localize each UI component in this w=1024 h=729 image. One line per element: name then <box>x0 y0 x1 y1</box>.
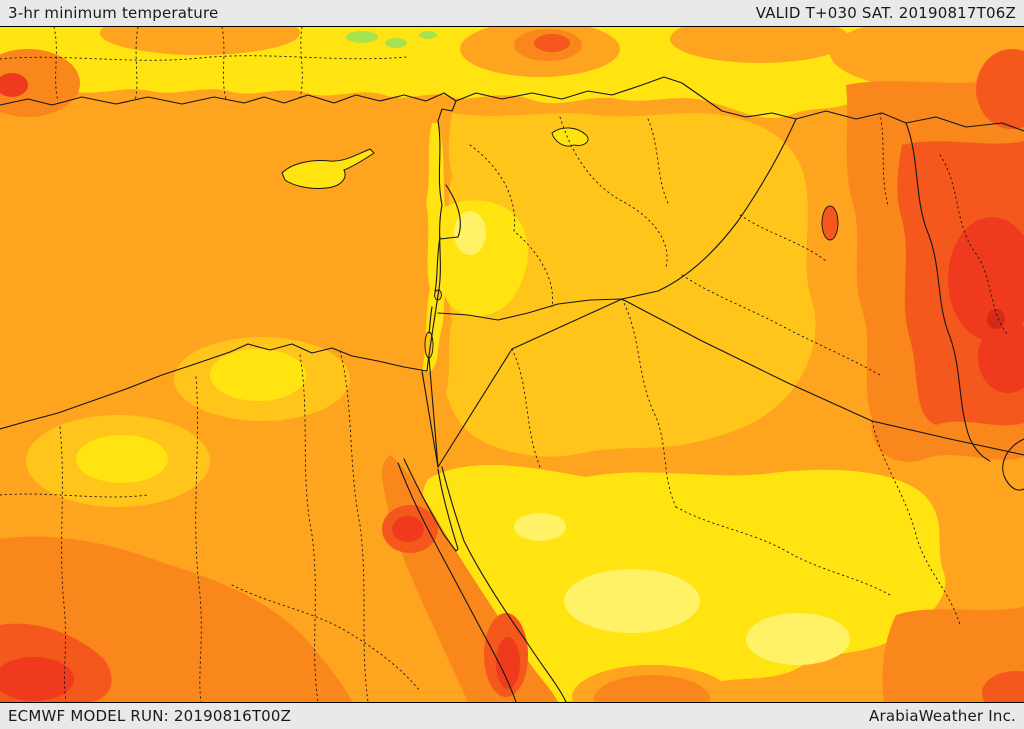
red-sea-african-coast <box>397 462 517 702</box>
valid-time-label: VALID T+030 SAT. 20190817T06Z <box>755 4 1016 22</box>
syria-jordan-border <box>437 298 623 321</box>
model-run-label: ECMWF MODEL RUN: 20190816T00Z <box>8 707 292 725</box>
admin-borders-dotted <box>0 27 1009 702</box>
map-frame <box>0 26 1024 703</box>
temperature-field-green-specks <box>346 31 437 48</box>
weather-map <box>0 27 1024 702</box>
iraq-iran-border <box>905 122 991 462</box>
jordan-valley-border <box>428 236 441 468</box>
attribution-label: ArabiaWeather Inc. <box>869 707 1016 725</box>
gulf-of-suez-coast <box>403 458 457 552</box>
israel-egypt-border <box>421 370 439 468</box>
cyprus-island <box>281 148 375 189</box>
lake-tharthar <box>821 205 839 241</box>
mediterranean-coastline <box>0 92 457 430</box>
red-sea-arabian-coast <box>441 466 567 702</box>
temperature-field-dark-red <box>987 309 1005 329</box>
persian-gulf-coast <box>1002 438 1024 491</box>
footer-bar: ECMWF MODEL RUN: 20190816T00Z ArabiaWeat… <box>0 703 1024 729</box>
lake-assad <box>551 127 589 147</box>
iraq-saudi-border <box>621 298 1024 456</box>
gulf-of-aqaba-west-coast <box>437 468 459 552</box>
lakes-layer <box>424 127 839 359</box>
map-title: 3-hr minimum temperature <box>8 4 219 22</box>
header-bar: 3-hr minimum temperature VALID T+030 SAT… <box>0 0 1024 26</box>
turkey-southern-border <box>455 76 1024 132</box>
country-borders <box>0 76 1024 702</box>
lebanon-syria-border <box>439 184 461 240</box>
temperature-field-pale-yellow <box>454 211 850 665</box>
syria-iraq-border <box>621 118 797 300</box>
temperature-field-red <box>0 73 1024 701</box>
